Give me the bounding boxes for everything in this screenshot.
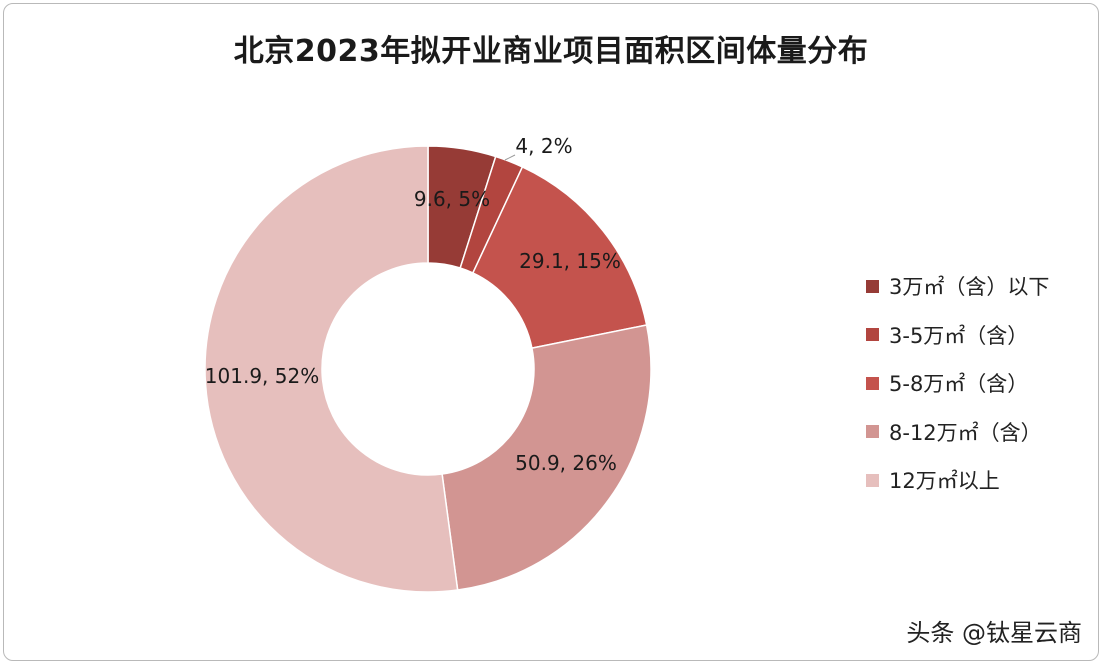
data-label-4: 50.9, 26%: [515, 451, 617, 475]
data-label-1: 9.6, 5%: [414, 187, 490, 211]
donut-slice-3: [471, 165, 648, 349]
legend-item-5: 12万㎡以上: [866, 456, 1049, 505]
legend-item-3: 5-8万㎡（含）: [866, 359, 1049, 408]
legend-swatch: [866, 279, 879, 293]
legend-swatch: [866, 425, 879, 439]
legend-label: 3-5万㎡（含）: [889, 323, 1029, 348]
legend-label: 3万㎡（含）以下: [889, 275, 1050, 300]
donut-slice-5: [204, 145, 459, 593]
label-leader-line: [504, 154, 516, 161]
legend-label: 8-12万㎡（含）: [889, 420, 1042, 445]
chart-legend: 3万㎡（含）以下 3-5万㎡（含） 5-8万㎡（含） 8-12万㎡（含） 12万㎡以上: [866, 262, 1049, 505]
legend-swatch: [866, 376, 879, 390]
data-label-5: 101.9, 52%: [205, 364, 319, 388]
chart-title: 北京2023年拟开业商业项目面积区间体量分布: [233, 34, 869, 69]
legend-item-4: 8-12万㎡（含）: [866, 408, 1049, 457]
legend-item-2: 3-5万㎡（含）: [866, 311, 1049, 360]
legend-swatch: [866, 473, 879, 487]
legend-label: 5-8万㎡（含）: [889, 372, 1029, 397]
watermark: 头条 @钛星云商: [906, 619, 1082, 647]
legend-swatch: [866, 328, 879, 342]
data-label-3: 29.1, 15%: [519, 249, 621, 273]
data-label-2: 4, 2%: [515, 134, 572, 158]
donut-slice-4: [441, 324, 652, 591]
legend-item-1: 3万㎡（含）以下: [866, 262, 1049, 311]
legend-label: 12万㎡以上: [889, 469, 1000, 494]
